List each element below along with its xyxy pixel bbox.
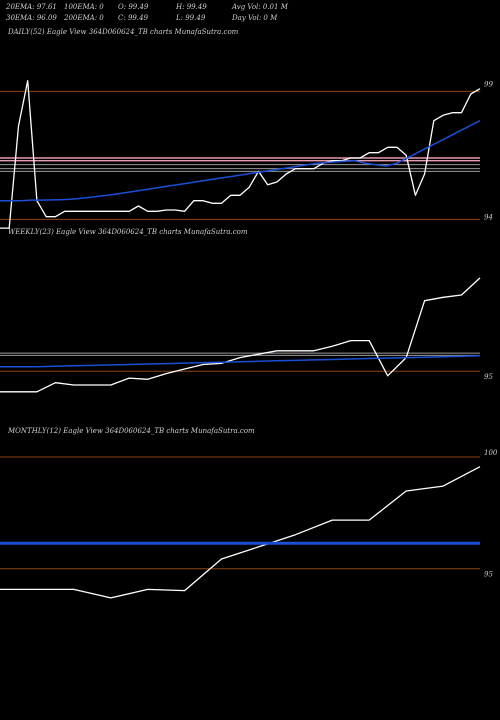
- y-tick-label: 100: [484, 449, 498, 457]
- header-stat: 20EMA: 97.61: [6, 3, 57, 11]
- y-tick-label: 94: [484, 214, 493, 222]
- y-tick-label: 95: [484, 373, 493, 381]
- price-line: [0, 80, 481, 229]
- monthly-panel-label: MONTHLY(12) Eagle View 364D060624_TB cha…: [8, 427, 255, 435]
- y-tick-label: 95: [484, 571, 493, 579]
- weekly-panel-label: WEEKLY(23) Eagle View 364D060624_TB char…: [8, 228, 248, 236]
- header-stat: Avg Vol: 0.01 M: [232, 3, 288, 11]
- ema-line: [0, 120, 481, 202]
- ema-line: [0, 355, 481, 368]
- header-stat: 30EMA: 96.09: [6, 14, 57, 22]
- price-line: [0, 466, 481, 599]
- header-stat: C: 99.49: [118, 14, 148, 22]
- header-stat: H: 99.49: [176, 3, 207, 11]
- header-stat: O: 99.49: [118, 3, 149, 11]
- header-stat: Day Vol: 0 M: [232, 14, 278, 22]
- price-line: [0, 277, 481, 393]
- daily-panel-label: DAILY(52) Eagle View 364D060624_TB chart…: [8, 28, 239, 36]
- header-stat: 200EMA: 0: [64, 14, 104, 22]
- header-stat: L: 99.49: [176, 14, 206, 22]
- header-stat: 100EMA: 0: [64, 3, 104, 11]
- y-tick-label: 99: [484, 80, 493, 88]
